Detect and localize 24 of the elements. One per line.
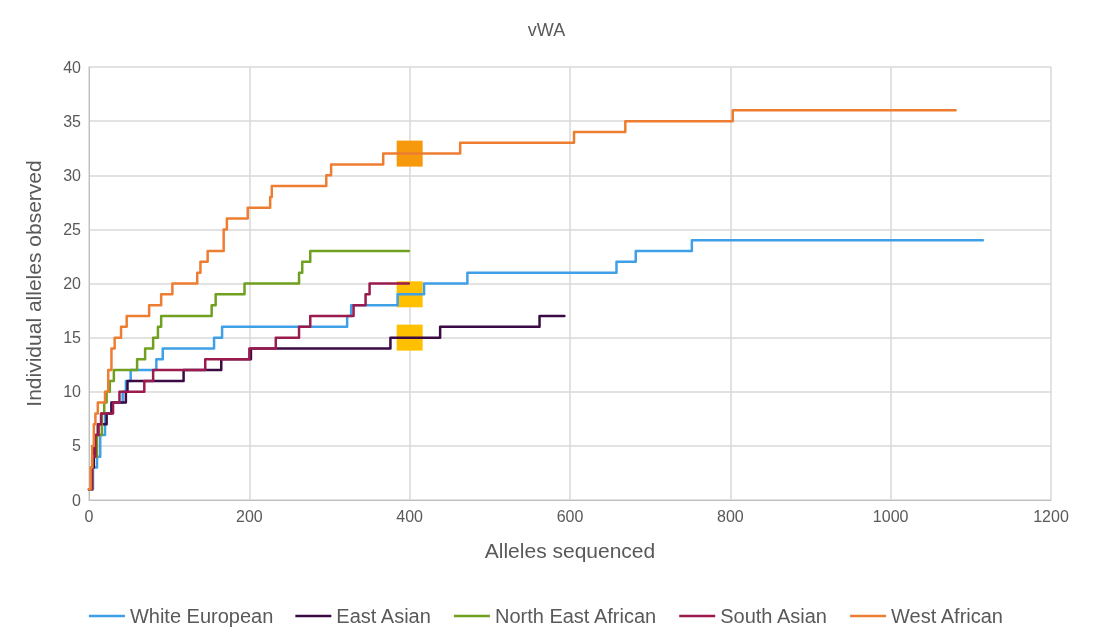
legend-label: White European (129, 605, 274, 627)
chart-title: vWA (527, 20, 566, 40)
y-tick-label: 5 (72, 437, 82, 455)
y-tick-label: 30 (63, 166, 82, 184)
x-tick-label: 1200 (1033, 507, 1069, 525)
legend-label: West African (891, 605, 1003, 627)
y-tick-label: 25 (63, 220, 82, 238)
x-tick-label: 800 (716, 507, 744, 525)
y-tick-label: 20 (63, 275, 82, 292)
legend-label: North East African (494, 605, 657, 627)
x-tick-label: 600 (556, 507, 584, 525)
y-tick-label: 15 (63, 329, 82, 347)
legend-label: South Asian (720, 605, 827, 627)
x-tick-label: 200 (235, 507, 263, 525)
y-tick-label: 0 (72, 491, 82, 509)
y-tick-label: 40 (63, 58, 82, 76)
y-tick-label: 35 (63, 112, 82, 130)
x-tick-label: 1000 (872, 507, 909, 525)
x-tick-label: 400 (396, 507, 424, 525)
x-axis-title: Alleles sequenced (484, 539, 656, 562)
y-axis-title: Individual alleles observed (22, 160, 45, 407)
x-tick-label: 0 (84, 507, 94, 525)
legend-label: East Asian (336, 605, 431, 627)
y-tick-label: 10 (63, 383, 82, 401)
